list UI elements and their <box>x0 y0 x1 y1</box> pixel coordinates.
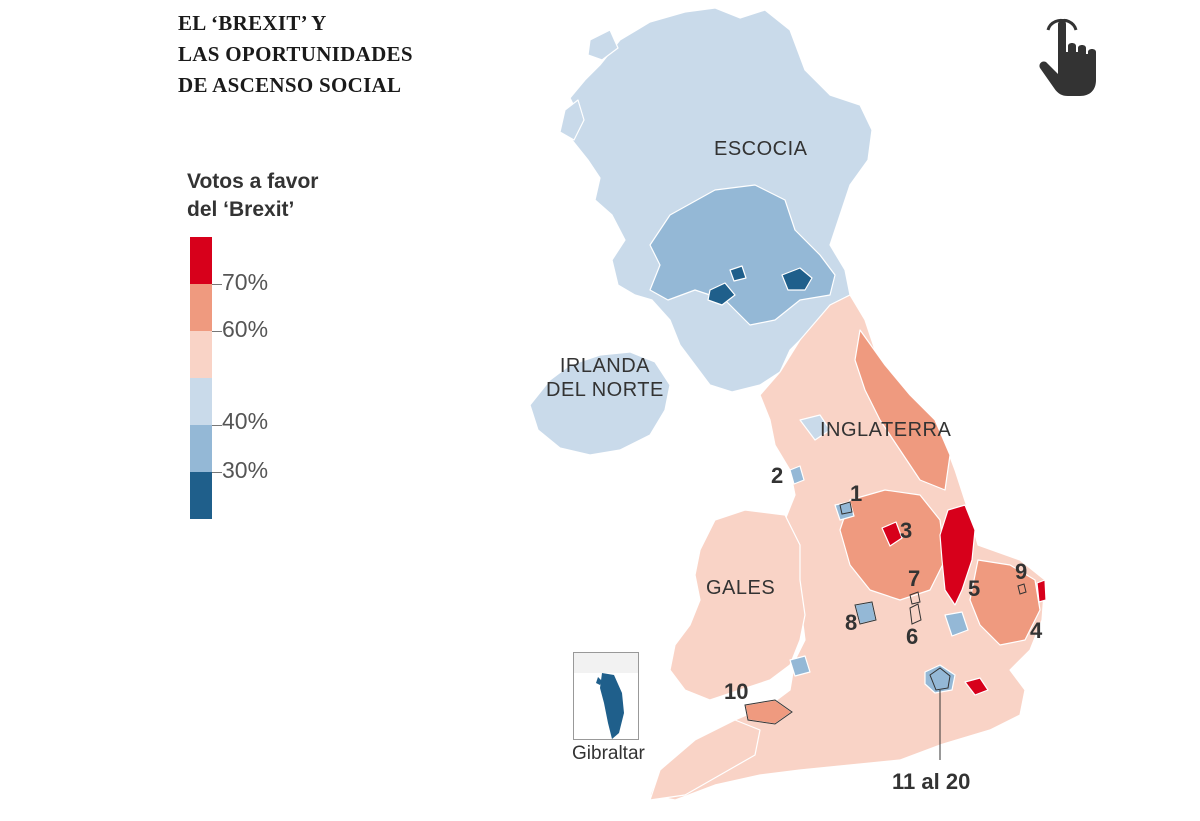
area-8-outline <box>854 601 877 625</box>
area-label-7: 7 <box>908 566 921 591</box>
stirling-strong-remain <box>729 265 747 282</box>
area-label-2: 2 <box>771 463 784 488</box>
legend-swatch-strong-leave <box>190 237 212 284</box>
infographic-title: EL ‘BREXIT’ Y LAS OPORTUNIDADES DE ASCEN… <box>178 8 498 101</box>
legend-tick-40 <box>212 425 222 426</box>
legend-tick-label-30: 30% <box>222 457 269 483</box>
title-line-1: EL ‘BREXIT’ Y <box>178 11 327 35</box>
area-3-strong-leave <box>881 521 903 547</box>
legend-swatch-remain <box>190 425 212 472</box>
gibraltar-inset <box>573 652 639 740</box>
area-label-3: 3 <box>900 518 913 543</box>
uk-referendum-map <box>529 7 1047 801</box>
area-label-9: 9 <box>1015 559 1028 584</box>
region-label-ni-line-2: DEL NORTE <box>546 379 664 401</box>
legend-title-line-1: Votos a favor <box>187 170 319 193</box>
area-1-outline <box>839 501 853 515</box>
legend-swatch-mild-leave <box>190 331 212 378</box>
legend-tick-label-60: 60% <box>222 316 269 342</box>
liverpool-remain <box>789 465 805 485</box>
london-remain <box>924 664 956 694</box>
gibraltar-map <box>574 653 638 739</box>
legend-swatch-leave <box>190 284 212 331</box>
legend-tick-label-40: 40% <box>222 408 269 434</box>
area-label-4: 4 <box>1030 618 1043 643</box>
area-label-1: 1 <box>850 481 863 506</box>
area-6-outline <box>909 603 922 625</box>
legend-swatch-mild-remain <box>190 378 212 425</box>
area-outlines <box>744 501 1027 760</box>
edinburgh-strong-remain <box>781 267 813 291</box>
lincolnshire-strong-leave <box>939 504 976 606</box>
northern-ireland-map <box>529 351 671 456</box>
hebrides-isles <box>559 29 619 141</box>
area-label-5: 5 <box>968 576 981 601</box>
wales-map <box>669 509 806 701</box>
area-4-strong-leave <box>1036 579 1047 603</box>
legend-color-scale <box>190 237 212 519</box>
region-label-northern-ireland: IRLANDA DEL NORTE <box>546 354 664 402</box>
hand-pointer-icon[interactable] <box>1034 18 1112 98</box>
region-label-ni-line-1: IRLANDA <box>559 355 651 377</box>
area-label-10: 10 <box>724 679 749 704</box>
region-label-england: INGLATERRA <box>820 419 952 441</box>
area-7-outline <box>909 591 921 605</box>
legend-title-line-2: del ‘Brexit’ <box>187 198 295 221</box>
gibraltar-label: Gibraltar <box>572 743 645 764</box>
title-line-3: DE ASCENSO SOCIAL <box>178 73 402 97</box>
legend-tick-label-70: 70% <box>222 269 269 295</box>
area-11-20-outline <box>929 667 951 691</box>
glasgow-strong-remain <box>707 282 736 306</box>
cambridge-remain <box>944 611 969 637</box>
bristol-remain <box>789 655 811 677</box>
legend-tick-70 <box>212 284 222 285</box>
legend-tick-60 <box>212 331 222 332</box>
region-label-scotland: ESCOCIA <box>714 138 808 160</box>
region-label-wales: GALES <box>706 577 776 599</box>
cornwall-devon <box>649 719 761 801</box>
area-label-8: 8 <box>845 610 858 635</box>
legend-tick-30 <box>212 472 222 473</box>
area-10-outline <box>744 699 793 725</box>
title-line-2: LAS OPORTUNIDADES <box>178 42 413 66</box>
leeds-remain <box>799 414 831 441</box>
area-label-6: 6 <box>906 624 919 649</box>
area-9-outline <box>1017 583 1027 595</box>
legend-title: Votos a favor del ‘Brexit’ <box>187 168 387 224</box>
thames-estuary-strong-leave <box>964 677 989 696</box>
northeast-leave <box>854 329 951 491</box>
legend-swatch-strong-remain <box>190 472 212 519</box>
east-anglia-leave <box>969 559 1041 646</box>
area-label-11-20: 11 al 20 <box>892 769 971 794</box>
